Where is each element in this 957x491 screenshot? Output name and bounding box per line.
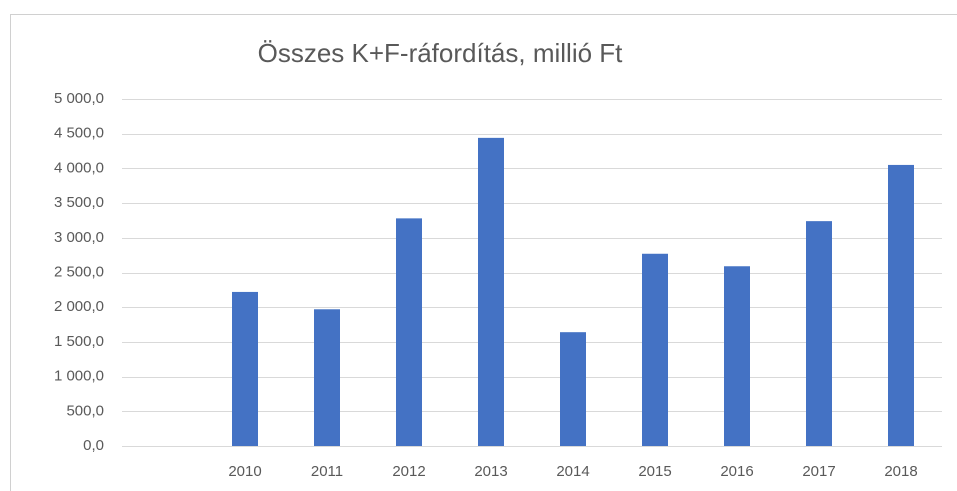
x-tick-label: 2017 xyxy=(802,463,835,480)
x-tick-label: 2013 xyxy=(474,463,507,480)
bar xyxy=(642,253,668,446)
bar xyxy=(396,218,422,446)
chart-title: Összes K+F-ráfordítás, millió Ft xyxy=(258,38,624,68)
y-tick-label: 2 500,0 xyxy=(54,263,104,280)
x-tick-label: 2010 xyxy=(228,463,261,480)
x-tick-label: 2012 xyxy=(392,463,425,480)
bar xyxy=(806,221,832,446)
y-tick-label: 3 000,0 xyxy=(54,229,104,246)
y-tick-label: 2 000,0 xyxy=(54,298,104,315)
y-tick-label: 4 000,0 xyxy=(54,159,104,176)
y-tick-label: 1 000,0 xyxy=(54,368,104,385)
x-tick-label: 2015 xyxy=(638,463,671,480)
bar xyxy=(560,332,586,446)
x-tick-label: 2011 xyxy=(311,463,343,480)
bar xyxy=(232,291,258,446)
y-tick-label: 4 500,0 xyxy=(54,125,104,142)
bar xyxy=(478,137,504,446)
y-tick-label: 1 500,0 xyxy=(54,333,104,350)
x-tick-label: 2016 xyxy=(720,463,753,480)
y-tick-label: 3 500,0 xyxy=(54,194,104,211)
y-tick-label: 500,0 xyxy=(66,402,104,419)
y-tick-label: 0,0 xyxy=(83,437,104,454)
bar xyxy=(724,266,750,446)
bar xyxy=(888,164,914,446)
y-tick-label: 5 000,0 xyxy=(54,90,104,107)
x-tick-label: 2018 xyxy=(884,463,917,480)
x-tick-label: 2014 xyxy=(556,463,589,480)
bar xyxy=(314,309,340,446)
